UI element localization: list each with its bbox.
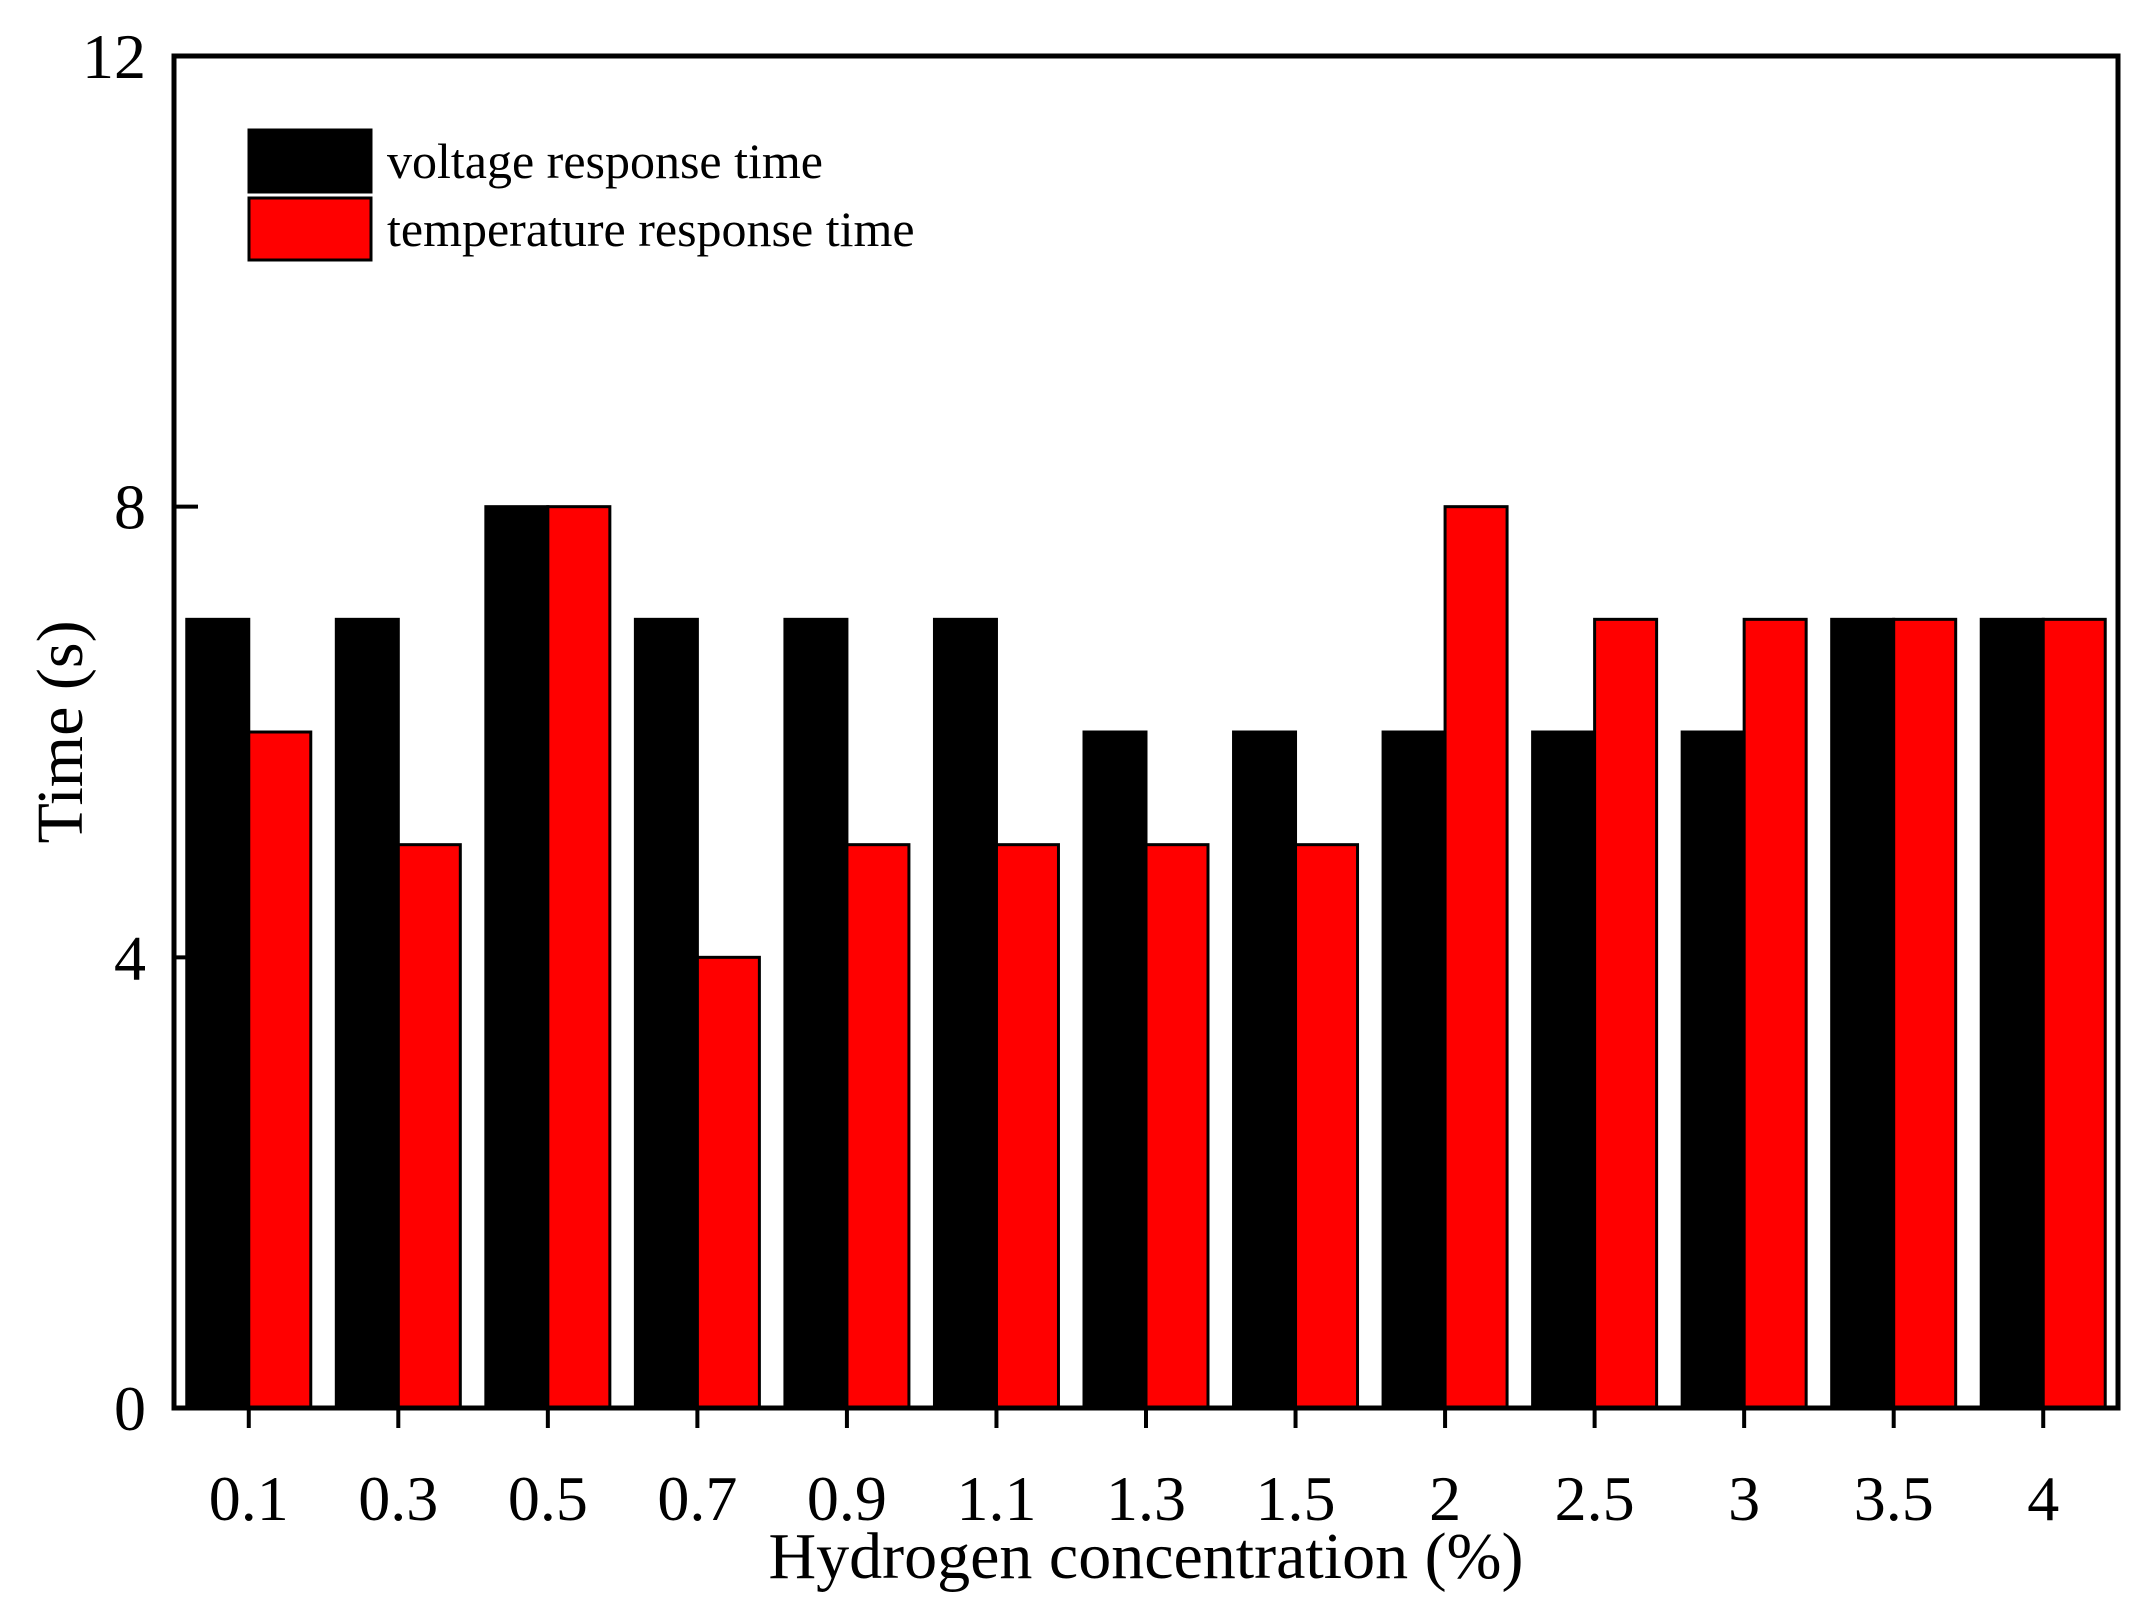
bar-voltage-2.5 (1531, 730, 1597, 1410)
x-tick-label: 1.5 (1256, 1463, 1336, 1534)
y-tick-label: 4 (114, 922, 146, 993)
x-axis-title: Hydrogen concentration (%) (768, 1520, 1523, 1593)
bar-voltage-0.5 (484, 505, 550, 1410)
bar-voltage-0.3 (334, 617, 400, 1410)
y-tick-label: 0 (114, 1373, 146, 1444)
bar-temperature-0.9 (845, 843, 911, 1410)
bar-temperature-1.1 (994, 843, 1060, 1410)
bar-voltage-2 (1381, 730, 1447, 1410)
legend: voltage response time temperature respons… (247, 128, 915, 262)
x-tick-label: 1.1 (956, 1463, 1036, 1534)
y-axis: 0 4 8 12 (82, 21, 198, 1444)
bar-temperature-0.3 (396, 843, 462, 1410)
bar-voltage-0.9 (783, 617, 849, 1410)
bar-voltage-0.1 (185, 617, 251, 1410)
bar-voltage-1.3 (1082, 730, 1148, 1410)
x-tick-label: 2.5 (1555, 1463, 1635, 1534)
legend-swatch-temperature (247, 196, 373, 262)
legend-label-voltage: voltage response time (387, 133, 823, 189)
bar-temperature-2.5 (1593, 617, 1659, 1410)
bar-temperature-0.1 (247, 730, 313, 1410)
bars-group (185, 505, 2107, 1410)
bar-temperature-0.5 (546, 505, 612, 1410)
y-tick-label: 8 (114, 472, 146, 543)
bar-temperature-4 (2041, 617, 2107, 1410)
x-tick-label: 0.1 (209, 1463, 289, 1534)
y-tick-label: 12 (82, 21, 146, 92)
bar-voltage-4 (1979, 617, 2045, 1410)
bar-temperature-0.7 (695, 955, 761, 1410)
x-tick-label: 0.9 (807, 1463, 887, 1534)
bar-voltage-3 (1680, 730, 1746, 1410)
bar-temperature-3.5 (1892, 617, 1958, 1410)
x-tick-label: 1.3 (1106, 1463, 1186, 1534)
y-axis-title: Time (s) (24, 620, 97, 843)
bar-voltage-3.5 (1830, 617, 1896, 1410)
x-axis: 0.1 0.3 0.5 0.7 0.9 1.1 1.3 1.5 2 2.5 3 3.5 4 (209, 1408, 2059, 1534)
x-tick-label: 0.7 (657, 1463, 737, 1534)
x-tick-label: 0.3 (358, 1463, 438, 1534)
x-tick-label: 4 (2027, 1463, 2059, 1534)
bar-temperature-2 (1443, 505, 1509, 1410)
bar-temperature-1.3 (1144, 843, 1210, 1410)
x-tick-label: 2 (1429, 1463, 1461, 1534)
bar-temperature-1.5 (1294, 843, 1360, 1410)
legend-label-temperature: temperature response time (387, 201, 915, 257)
x-tick-label: 0.5 (508, 1463, 588, 1534)
bar-voltage-0.7 (633, 617, 699, 1410)
bar-temperature-3 (1742, 617, 1808, 1410)
x-tick-label: 3 (1728, 1463, 1760, 1534)
bar-voltage-1.5 (1232, 730, 1298, 1410)
x-tick-label: 3.5 (1854, 1463, 1934, 1534)
legend-swatch-voltage (247, 128, 373, 194)
bar-voltage-1.1 (932, 617, 998, 1410)
